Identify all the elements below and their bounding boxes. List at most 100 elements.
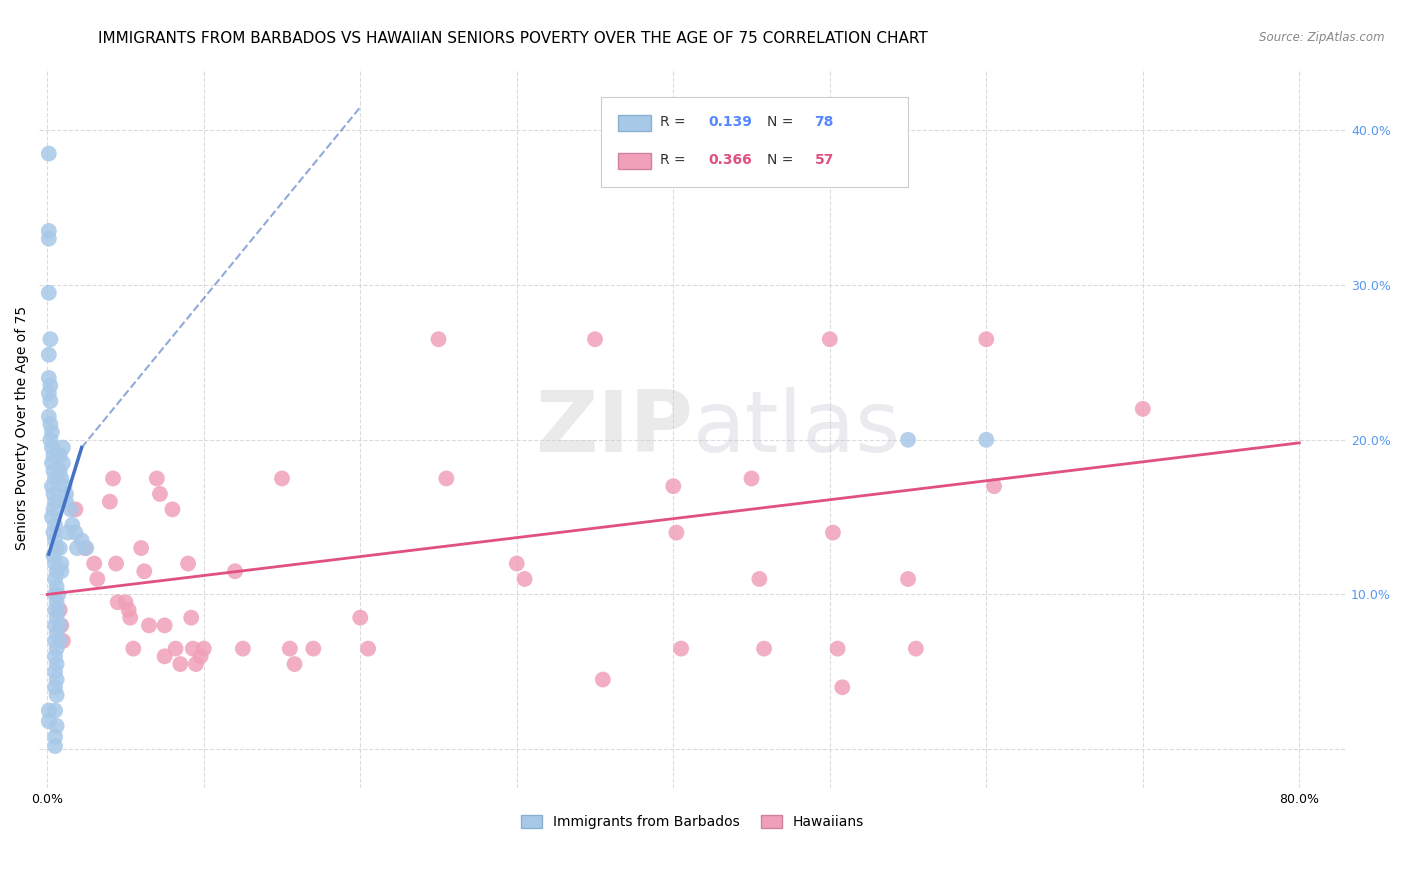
Point	[44, 704, 66, 718]
Point	[39, 332, 62, 346]
Point	[831, 680, 853, 694]
Text: R =: R =	[661, 153, 690, 167]
Point	[974, 332, 997, 346]
Point	[184, 657, 207, 671]
Point	[349, 610, 371, 624]
Point	[271, 471, 294, 485]
Point	[45, 580, 67, 594]
Text: atlas: atlas	[693, 386, 901, 470]
Point	[44, 572, 66, 586]
Point	[134, 564, 156, 578]
Point	[53, 479, 76, 493]
Point	[38, 146, 60, 161]
Point	[748, 572, 770, 586]
Point	[41, 479, 63, 493]
Point	[44, 618, 66, 632]
Point	[357, 641, 380, 656]
Point	[44, 730, 66, 744]
Point	[427, 332, 450, 346]
Point	[45, 626, 67, 640]
Point	[44, 649, 66, 664]
Point	[86, 572, 108, 586]
Point	[66, 541, 89, 555]
Point	[55, 487, 77, 501]
Point	[45, 673, 67, 687]
Text: N =: N =	[768, 115, 799, 129]
FancyBboxPatch shape	[619, 115, 651, 131]
Point	[45, 541, 67, 555]
Point	[39, 378, 62, 392]
Point	[51, 618, 73, 632]
Point	[45, 595, 67, 609]
Point	[49, 464, 72, 478]
Point	[45, 657, 67, 671]
Point	[181, 641, 204, 656]
Text: 57: 57	[814, 153, 834, 167]
Point	[41, 441, 63, 455]
Legend: Immigrants from Barbados, Hawaiians: Immigrants from Barbados, Hawaiians	[516, 810, 870, 835]
Point	[45, 719, 67, 733]
Point	[105, 557, 128, 571]
Point	[56, 525, 79, 540]
Point	[180, 610, 202, 624]
Point	[983, 479, 1005, 493]
Point	[49, 603, 72, 617]
FancyBboxPatch shape	[602, 97, 908, 187]
Point	[38, 371, 60, 385]
Point	[52, 441, 75, 455]
Point	[60, 517, 83, 532]
Point	[49, 633, 72, 648]
Point	[138, 618, 160, 632]
Point	[39, 417, 62, 432]
Point	[101, 471, 124, 485]
Point	[49, 541, 72, 555]
Point	[434, 471, 457, 485]
Point	[75, 541, 97, 555]
Point	[51, 564, 73, 578]
Point	[44, 587, 66, 601]
Point	[827, 641, 849, 656]
Point	[741, 471, 763, 485]
Point	[38, 348, 60, 362]
Point	[117, 603, 139, 617]
Point	[38, 704, 60, 718]
Point	[42, 487, 65, 501]
Point	[897, 433, 920, 447]
Point	[41, 425, 63, 439]
Point	[38, 409, 60, 424]
Point	[662, 479, 685, 493]
Point	[752, 641, 775, 656]
Point	[232, 641, 254, 656]
Text: 0.366: 0.366	[709, 153, 752, 167]
Point	[193, 641, 215, 656]
Point	[42, 525, 65, 540]
Point	[38, 714, 60, 729]
Point	[65, 502, 87, 516]
Point	[302, 641, 325, 656]
Point	[818, 332, 841, 346]
Point	[39, 394, 62, 409]
Point	[45, 641, 67, 656]
Point	[44, 680, 66, 694]
FancyBboxPatch shape	[619, 153, 651, 169]
Point	[42, 549, 65, 563]
Point	[38, 224, 60, 238]
Point	[169, 657, 191, 671]
Point	[44, 517, 66, 532]
Point	[51, 471, 73, 485]
Point	[39, 433, 62, 447]
Point	[52, 456, 75, 470]
Text: 0.139: 0.139	[709, 115, 752, 129]
Point	[583, 332, 606, 346]
Point	[45, 610, 67, 624]
Point	[665, 525, 688, 540]
Point	[44, 603, 66, 617]
Point	[73, 541, 96, 555]
Point	[46, 603, 69, 617]
Point	[669, 641, 692, 656]
Point	[177, 557, 200, 571]
Point	[904, 641, 927, 656]
Point	[70, 533, 93, 548]
Point	[44, 494, 66, 508]
Point	[162, 502, 184, 516]
